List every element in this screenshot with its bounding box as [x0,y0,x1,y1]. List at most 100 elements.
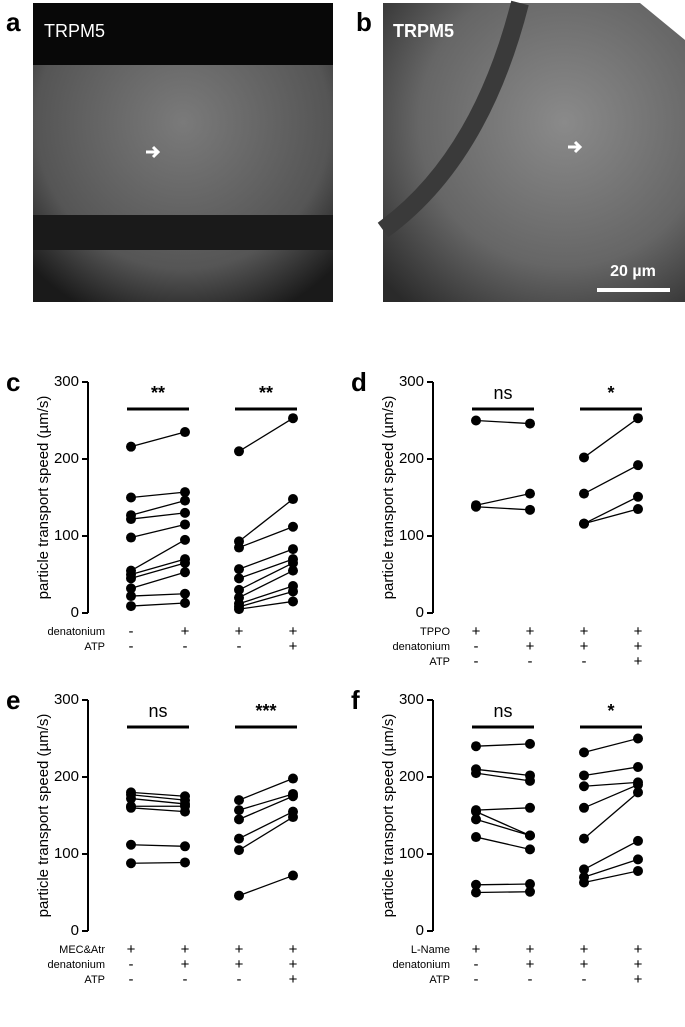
condition-sign: - [474,653,479,670]
pair-line [475,506,531,511]
condition-sign: - [528,653,533,670]
condition-sign: + [580,638,589,655]
condition-sign: + [472,941,481,958]
data-point [471,741,481,752]
data-point [579,770,589,781]
data-point [633,504,643,515]
condition-label: denatonium [48,626,106,638]
micrograph-background [33,3,333,65]
data-point [525,775,535,786]
data-point [288,596,298,607]
data-point [288,557,298,568]
pair-line [238,570,294,599]
data-point [579,877,589,888]
data-point [525,504,535,515]
condition-sign: - [129,623,134,640]
condition-label: denatonium [393,959,451,971]
data-point [525,886,535,897]
condition-sign: + [289,941,298,958]
data-point [180,557,190,568]
condition-sign: + [634,623,643,640]
data-point [180,567,190,578]
y-tick-label: 0 [416,922,424,939]
image-caption: TRPM5 [44,21,105,41]
pair-line [583,766,639,777]
pair-line [130,797,186,805]
data-point [180,841,190,852]
data-point [180,534,190,545]
condition-sign: - [582,971,587,988]
pair-line [238,562,294,591]
data-point [180,588,190,599]
pair-line [238,526,294,549]
data-point [579,452,589,463]
data-point [633,413,643,424]
y-tick-label: 300 [54,373,79,390]
data-point [288,413,298,424]
data-point [180,597,190,608]
y-tick-label: 200 [399,450,424,467]
panel-label: f [351,685,360,715]
data-point [126,858,136,869]
condition-sign: + [580,623,589,640]
pair-line [583,784,639,809]
condition-sign: + [289,956,298,973]
condition-sign: + [235,941,244,958]
data-point [633,835,643,846]
image-caption: TRPM5 [393,21,454,41]
data-point [471,768,481,779]
data-point [288,812,298,823]
condition-sign: - [129,638,134,655]
data-point [471,501,481,512]
data-point [579,864,589,875]
condition-sign: + [472,623,481,640]
y-tick-label: 100 [54,845,79,862]
significance-label: ns [493,383,512,403]
data-point [180,857,190,868]
condition-sign: + [634,653,643,670]
pair-line [475,891,531,894]
pair-line [130,431,186,448]
pair-line [130,499,186,516]
data-point [126,793,136,804]
data-point [525,738,535,749]
data-point [180,507,190,518]
data-point [633,491,643,502]
pair-line [238,417,294,452]
data-point [633,733,643,744]
data-point [126,583,136,594]
condition-sign: - [474,971,479,988]
condition-label: L-Name [411,944,450,956]
pair-line [475,419,531,425]
data-point [234,584,244,595]
data-point [234,845,244,856]
condition-sign: - [237,638,242,655]
condition-label: ATP [84,974,105,986]
data-point [126,802,136,813]
significance-label: ns [148,701,167,721]
data-point [126,441,136,452]
significance-label: ** [151,383,165,403]
data-point [288,544,298,555]
condition-sign: + [526,941,535,958]
data-point [525,418,535,429]
pair-line [130,602,186,607]
condition-sign: + [634,638,643,655]
pair-line [583,870,639,884]
y-tick-label: 0 [416,604,424,621]
condition-sign: - [183,971,188,988]
y-tick-label: 0 [71,604,79,621]
condition-sign: + [181,623,190,640]
pair-line [583,417,639,458]
condition-sign: + [580,941,589,958]
micrograph-band [33,215,333,250]
pair-line [238,585,294,605]
pair-line [130,861,186,864]
data-point [126,601,136,612]
data-point [126,591,136,602]
pair-line [475,836,531,851]
pair-line [475,811,531,837]
y-axis-label: particle transport speed (µm/s) [35,396,52,600]
arrow [568,140,583,154]
